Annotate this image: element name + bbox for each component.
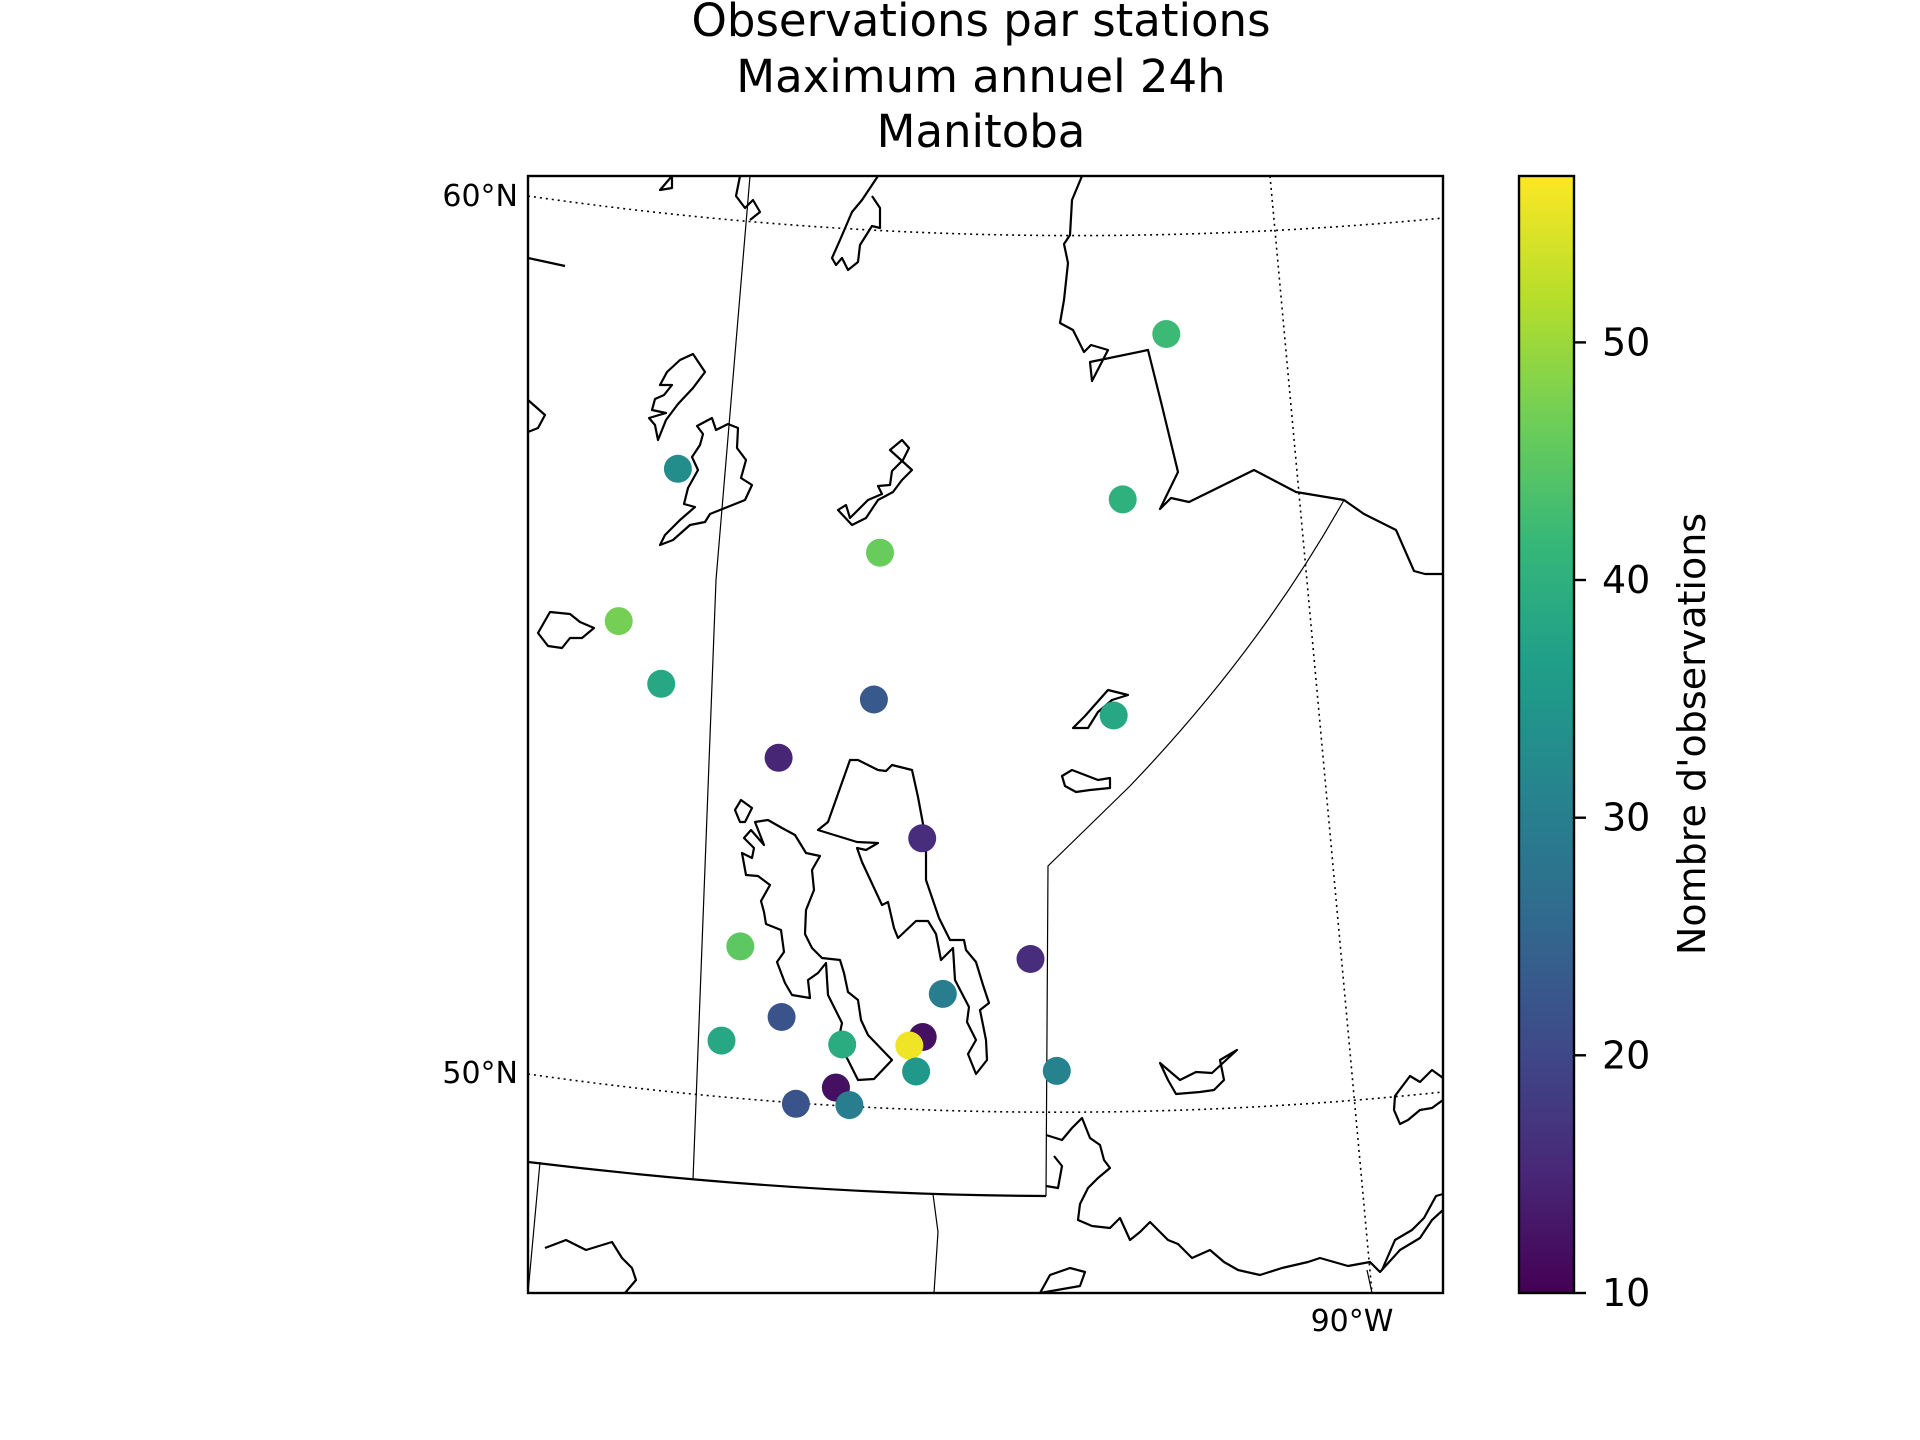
border-nd-mn	[932, 1193, 939, 1293]
stations-layer	[604, 320, 1181, 1120]
colorbar-tick-label-50: 50	[1602, 320, 1650, 364]
colorbar: 10 20 30 40 50 Nombre d'observations	[1517, 174, 1714, 1315]
colorbar-tick-label-40: 40	[1602, 558, 1650, 602]
coast-top-3	[830, 176, 882, 272]
station-point-4	[866, 538, 894, 567]
coast-lake-manitoba	[740, 818, 894, 1082]
station-point-5	[604, 607, 633, 636]
coast-lake-dauphin	[733, 798, 754, 824]
colorbar-tick-label-20: 20	[1602, 1033, 1650, 1077]
station-point-19	[902, 1057, 931, 1086]
title-line-1: Observations par stations	[691, 0, 1270, 47]
coast-lake-north-3	[836, 438, 914, 527]
station-point-7	[859, 685, 888, 714]
map-title: Observations par stations Maximum annuel…	[691, 0, 1270, 158]
title-line-3: Manitoba	[877, 105, 1086, 158]
border-ontario-east	[1366, 1269, 1373, 1293]
graticule-60n	[528, 195, 1443, 237]
station-point-10	[908, 824, 937, 853]
coast-lake-island	[1060, 768, 1112, 794]
map-background	[528, 176, 1443, 1293]
colorbar-tick-label-30: 30	[1602, 796, 1650, 840]
colorbar-tick-label-10: 10	[1602, 1271, 1650, 1315]
graticule-50n	[528, 1073, 1443, 1114]
map-area: 60°N 50°N 90°W	[442, 174, 1445, 1339]
station-point-16	[707, 1026, 736, 1055]
coast-lake-north-2	[658, 416, 754, 547]
coast-top-4	[528, 256, 566, 268]
coast-south-lake	[1038, 1266, 1087, 1293]
station-point-9	[764, 743, 793, 772]
colorbar-gradient	[1517, 174, 1576, 1295]
station-point-6	[647, 669, 676, 698]
coast-southwest	[544, 1238, 638, 1293]
station-point-17	[828, 1030, 857, 1059]
coast-lake-east	[1158, 1048, 1239, 1096]
station-point-14	[767, 1003, 796, 1031]
station-point-23	[781, 1089, 810, 1118]
border-us-canada	[528, 1160, 1047, 1198]
coast-lake-of-woods	[1045, 1116, 1443, 1277]
title-line-2: Maximum annuel 24h	[736, 50, 1225, 103]
coast-hudson-bay	[1058, 176, 1443, 576]
lon-label-90w: 90°W	[1311, 1304, 1394, 1339]
station-point-3	[1108, 485, 1137, 514]
lat-label-60n: 60°N	[442, 179, 518, 214]
station-point-12	[1016, 945, 1045, 973]
station-point-11	[726, 932, 755, 961]
station-point-20	[1042, 1056, 1071, 1085]
coast-south-1	[1045, 1155, 1064, 1190]
station-point-13	[928, 979, 957, 1008]
station-point-18	[895, 1031, 924, 1060]
station-point-2	[663, 454, 692, 483]
coast-lake-north-1	[647, 352, 707, 442]
map-frame	[526, 174, 1445, 1295]
border-manitoba-ontario	[1045, 499, 1345, 1197]
station-point-1	[1152, 320, 1181, 348]
colorbar-ticks: 10 20 30 40 50	[1574, 320, 1650, 1315]
coast-superior	[1380, 1192, 1443, 1271]
lat-label-50n: 50°N	[442, 1056, 518, 1091]
coast-lake-reindeer	[536, 610, 596, 650]
border-saskatchewan-manitoba	[692, 176, 751, 1181]
coast-top-2	[734, 176, 762, 221]
coast-west-1	[528, 399, 547, 434]
graticule-90w	[1269, 176, 1373, 1293]
colorbar-label: Nombre d'observations	[1670, 513, 1714, 955]
border-saskatchewan-west	[528, 1161, 541, 1293]
coast-east-lakes	[1392, 1068, 1443, 1126]
coast-top-1	[658, 176, 674, 192]
station-point-24	[835, 1091, 864, 1120]
station-point-8	[1099, 701, 1128, 730]
